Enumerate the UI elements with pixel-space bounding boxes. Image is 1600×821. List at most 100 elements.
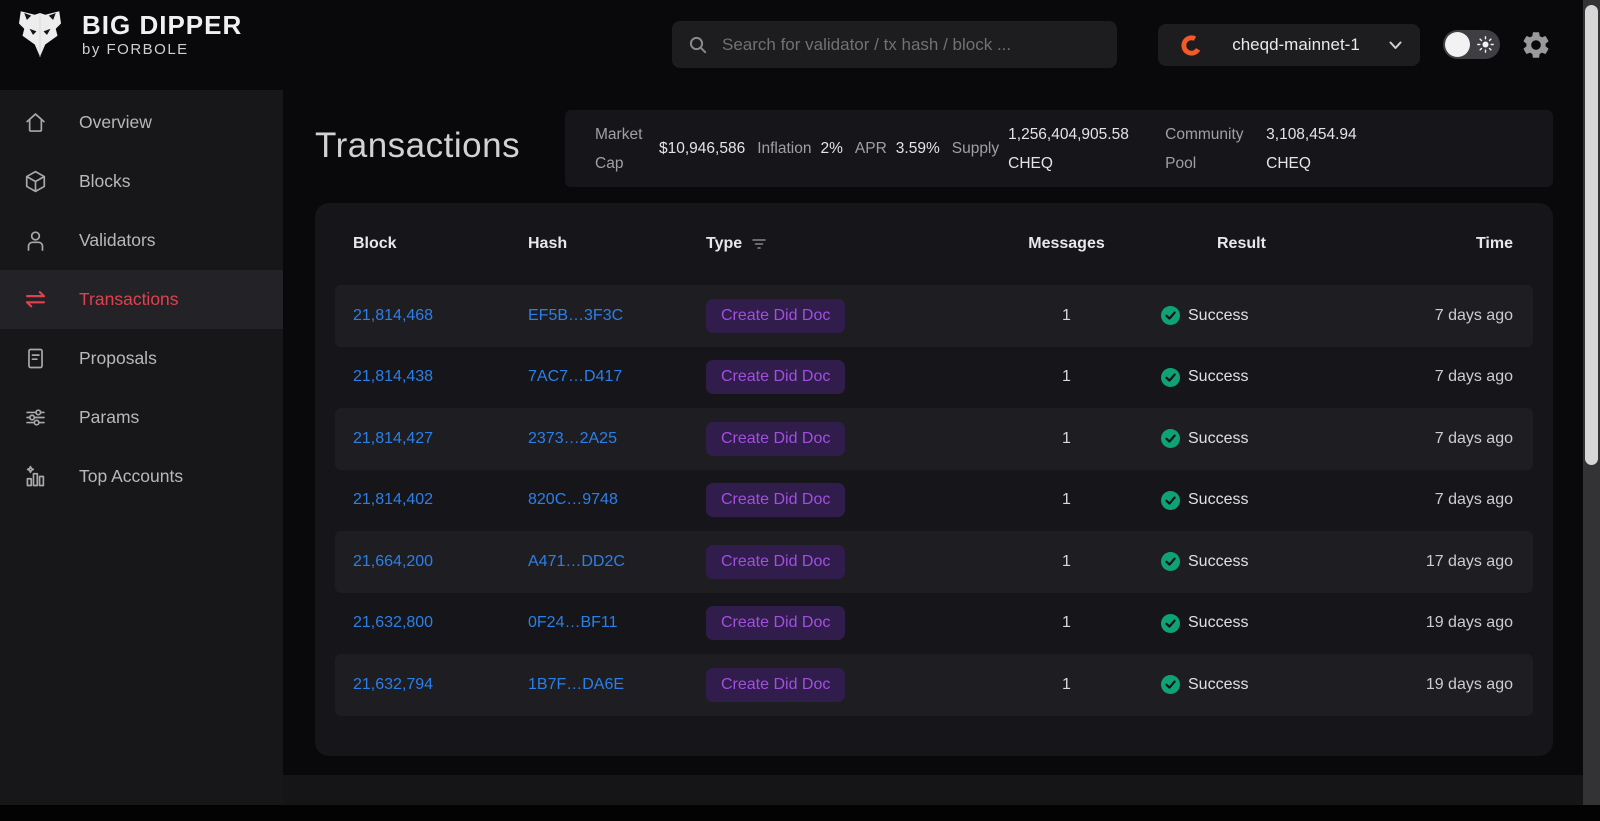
wolf-logo-icon (19, 11, 61, 57)
cube-icon (25, 170, 46, 193)
type-cell: Create Did Doc (688, 298, 978, 333)
swap-arrows-icon (25, 291, 46, 308)
sliders-icon (26, 409, 45, 426)
stat-inflation: Inflation 2% (757, 134, 843, 163)
hash-link[interactable]: 1B7F…DA6E (528, 675, 625, 693)
page-title: Transactions (315, 126, 521, 165)
scrollbar-track (1583, 0, 1600, 805)
block-link[interactable]: 21,664,200 (353, 552, 434, 570)
sidebar-item-label: Validators (79, 230, 156, 250)
filter-icon[interactable] (752, 238, 766, 250)
sidebar-item-label: Proposals (79, 348, 157, 368)
type-cell: Create Did Doc (688, 483, 978, 518)
messages-cell: 1 (1062, 491, 1071, 509)
sidebar-item-label: Top Accounts (79, 466, 184, 486)
hash-link[interactable]: EF5B…3F3C (528, 306, 624, 324)
stat-market-cap: Market Cap $10,946,586 (595, 120, 745, 178)
sidebar-item-overview[interactable]: Overview (0, 93, 283, 152)
table-row: 21,814,468 EF5B…3F3C Create Did Doc 1 Su… (335, 285, 1533, 347)
type-badge: Create Did Doc (706, 667, 846, 702)
person-icon (27, 231, 44, 251)
hash-link[interactable]: A471…DD2C (528, 552, 625, 570)
time-cell: 7 days ago (1434, 368, 1513, 386)
stat-value: $10,946,586 (659, 140, 746, 157)
success-check-icon (1161, 613, 1180, 633)
scrollbar-thumb[interactable] (1585, 5, 1598, 465)
type-badge: Create Did Doc (706, 421, 846, 456)
result-label: Success (1188, 614, 1249, 632)
stat-label: Supply (951, 140, 1000, 157)
success-check-icon (1161, 675, 1180, 695)
stat-value: 3,108,454.94 CHEQ (1266, 125, 1357, 172)
sidebar-item-top-accounts[interactable]: Top Accounts (0, 447, 283, 506)
success-check-icon (1161, 490, 1180, 510)
hash-link[interactable]: 7AC7…D417 (528, 368, 623, 386)
result-label: Success (1188, 491, 1249, 509)
search-input[interactable] (722, 34, 1101, 55)
block-link[interactable]: 21,814,402 (353, 491, 434, 509)
hash-link[interactable]: 0F24…BF11 (528, 614, 618, 632)
messages-cell: 1 (1062, 675, 1071, 693)
block-link[interactable]: 21,814,438 (353, 368, 434, 386)
column-header-type[interactable]: Type (688, 235, 978, 253)
type-badge: Create Did Doc (706, 483, 846, 518)
sidebar-item-label: Blocks (79, 171, 131, 191)
result-label: Success (1188, 429, 1249, 447)
success-check-icon (1161, 367, 1180, 387)
result-cell: Success (1155, 306, 1300, 326)
result-label: Success (1188, 368, 1249, 386)
table-row: 21,814,402 820C…9748 Create Did Doc 1 Su… (335, 470, 1533, 532)
sidebar-item-blocks[interactable]: Blocks (0, 152, 283, 211)
block-link[interactable]: 21,814,427 (353, 429, 434, 447)
bottom-strip (0, 805, 1600, 821)
sidebar-item-params[interactable]: Params (0, 388, 283, 447)
type-cell: Create Did Doc (688, 667, 978, 702)
sidebar-item-label: Overview (79, 112, 152, 132)
result-label: Success (1188, 675, 1249, 693)
table-header: Block Hash Type Messages Result Time (335, 203, 1533, 285)
bar-chart-star-icon (26, 465, 45, 487)
brand-logo[interactable]: BIG DIPPER by FORBOLE (12, 6, 242, 62)
search-icon (689, 36, 707, 53)
stat-label: Community Pool (1165, 125, 1244, 172)
result-cell: Success (1155, 613, 1300, 633)
result-cell: Success (1155, 675, 1300, 695)
stat-label: APR (854, 140, 887, 157)
top-header: BIG DIPPER by FORBOLE cheqd-mainnet-1 (0, 0, 1600, 90)
hash-link[interactable]: 820C…9748 (528, 491, 618, 509)
brand-subtitle: by FORBOLE (82, 40, 189, 58)
cheqd-logo-icon (1181, 34, 1202, 56)
block-link[interactable]: 21,814,468 (353, 306, 434, 324)
success-check-icon (1161, 306, 1180, 326)
document-icon (28, 348, 43, 369)
type-badge: Create Did Doc (706, 360, 846, 395)
result-label: Success (1188, 552, 1249, 570)
hash-link[interactable]: 2373…2A25 (528, 429, 617, 447)
messages-cell: 1 (1062, 552, 1071, 570)
search-bar (672, 21, 1117, 68)
brand-title: BIG DIPPER (82, 9, 243, 40)
network-label: cheqd-mainnet-1 (1232, 35, 1360, 54)
sidebar-item-transactions[interactable]: Transactions (0, 270, 283, 329)
sidebar-item-validators[interactable]: Validators (0, 211, 283, 270)
column-header-block: Block (353, 235, 397, 252)
table-row: 21,632,794 1B7F…DA6E Create Did Doc 1 Su… (335, 654, 1533, 716)
sidebar: Overview Blocks Validators Transactions (0, 90, 283, 805)
sidebar-item-label: Params (79, 407, 140, 427)
network-selector[interactable]: cheqd-mainnet-1 (1158, 24, 1420, 66)
time-cell: 19 days ago (1425, 675, 1513, 693)
time-cell: 7 days ago (1434, 491, 1513, 509)
stats-bar: Market Cap $10,946,586 Inflation 2% APR … (565, 110, 1553, 187)
theme-toggle[interactable] (1443, 30, 1500, 59)
settings-gear-icon[interactable] (1520, 29, 1552, 61)
table-row: 21,814,438 7AC7…D417 Create Did Doc 1 Su… (335, 347, 1533, 409)
block-link[interactable]: 21,632,794 (353, 675, 434, 693)
table-row: 21,632,800 0F24…BF11 Create Did Doc 1 Su… (335, 593, 1533, 655)
column-header-result: Result (1217, 235, 1266, 252)
block-link[interactable]: 21,632,800 (353, 614, 434, 632)
sidebar-item-proposals[interactable]: Proposals (0, 329, 283, 388)
time-cell: 19 days ago (1425, 614, 1513, 632)
table-body: 21,814,468 EF5B…3F3C Create Did Doc 1 Su… (335, 285, 1533, 716)
type-cell: Create Did Doc (688, 421, 978, 456)
type-cell: Create Did Doc (688, 606, 978, 641)
